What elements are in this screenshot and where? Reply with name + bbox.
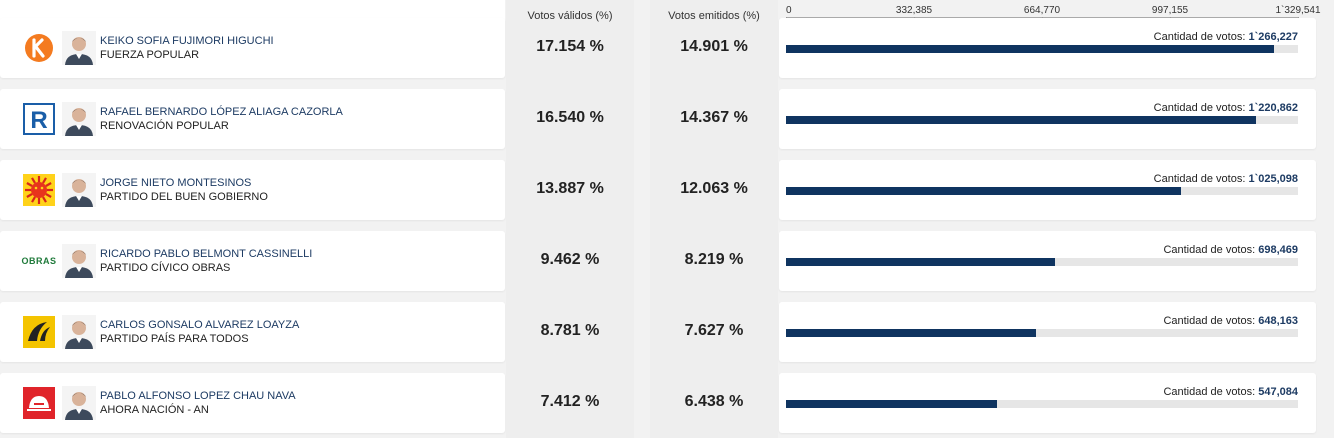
party-name: PARTIDO PAÍS PARA TODOS — [100, 333, 249, 345]
candidate-name: PABLO ALFONSO LOPEZ CHAU NAVA — [100, 390, 296, 402]
party-name: PARTIDO DEL BUEN GOBIERNO — [100, 191, 268, 203]
column-validos-bg — [506, 0, 634, 438]
votes-bar-track — [786, 116, 1298, 124]
candidate-name: CARLOS GONSALO ALVAREZ LOAYZA — [100, 319, 300, 331]
votos-emitidos-value: 14.901 % — [680, 38, 748, 55]
obras-logo-icon: OBRAS — [21, 256, 57, 266]
pais-para-todos-logo-icon — [22, 315, 56, 349]
votes-bar-fill — [786, 400, 997, 408]
votos-validos-value: 8.781 % — [540, 322, 600, 339]
candidate-row[interactable]: R RAFAEL BERNARDO LÓPEZ ALIAGA CAZORLA REN… — [0, 89, 1334, 149]
candidate-name: KEIKO SOFIA FUJIMORI HIGUCHI — [100, 35, 274, 47]
votos-validos-value: 7.412 % — [540, 393, 600, 410]
votos-emitidos-value: 6.438 % — [684, 393, 744, 410]
votos-emitidos-value: 7.627 % — [684, 322, 744, 339]
votes-number: 1`266,227 — [1248, 31, 1298, 43]
column-emitidos-bg — [650, 0, 778, 438]
votes-bar-fill — [786, 187, 1181, 195]
header-votos-validos: Votos válidos (%) — [527, 10, 613, 22]
votes-count: Cantidad de votos: 1`025,098 — [1154, 173, 1298, 185]
votes-count: Cantidad de votos: 547,084 — [1163, 386, 1298, 398]
candidate-row[interactable]: CARLOS GONSALO ALVAREZ LOAYZA PARTIDO PAÍ… — [0, 302, 1334, 362]
candidate-photo — [62, 31, 96, 65]
candidate-row[interactable]: PABLO ALFONSO LOPEZ CHAU NAVA AHORA NACIÓ… — [0, 373, 1334, 433]
votes-label: Cantidad de votos: — [1163, 315, 1256, 327]
votes-number: 1`025,098 — [1248, 173, 1298, 185]
candidate-row[interactable]: JORGE NIETO MONTESINOS PARTIDO DEL BUEN G… — [0, 160, 1334, 220]
candidate-name: RICARDO PABLO BELMONT CASSINELLI — [100, 248, 313, 260]
party-name: AHORA NACIÓN - AN — [100, 404, 209, 416]
renovacion-popular-logo-icon: R — [22, 102, 56, 136]
candidate-photo — [62, 386, 96, 420]
votos-emitidos-value: 8.219 % — [684, 251, 744, 268]
axis-tick-label: 997,155 — [1151, 5, 1189, 16]
fuerza-popular-logo-icon — [22, 31, 56, 65]
candidate-photo — [62, 173, 96, 207]
candidate-name: RAFAEL BERNARDO LÓPEZ ALIAGA CAZORLA — [100, 106, 343, 118]
buen-gobierno-sun-logo-icon — [22, 173, 56, 207]
votos-emitidos-value: 14.367 % — [680, 109, 748, 126]
votes-bar-track — [786, 187, 1298, 195]
votes-label: Cantidad de votos: — [1153, 102, 1246, 114]
votos-validos-value: 17.154 % — [536, 38, 604, 55]
votos-validos-value: 16.540 % — [536, 109, 604, 126]
votes-count: Cantidad de votos: 648,163 — [1163, 315, 1298, 327]
votes-count: Cantidad de votos: 698,469 — [1163, 244, 1298, 256]
votes-label: Cantidad de votos: — [1153, 173, 1246, 185]
votos-validos-value: 13.887 % — [536, 180, 604, 197]
candidate-name: JORGE NIETO MONTESINOS — [100, 177, 252, 189]
votes-number: 1`220,862 — [1248, 102, 1298, 114]
party-name: FUERZA POPULAR — [100, 49, 200, 61]
votes-bar-track — [786, 258, 1298, 266]
votos-emitidos-value: 12.063 % — [680, 180, 748, 197]
votes-label: Cantidad de votos: — [1153, 31, 1246, 43]
votes-bar-fill — [786, 329, 1036, 337]
votes-number: 698,469 — [1258, 244, 1298, 256]
axis-tick-label: 0 — [786, 5, 792, 16]
votes-bar-track — [786, 400, 1298, 408]
votes-bar-track — [786, 45, 1298, 53]
candidate-row[interactable]: KEIKO SOFIA FUJIMORI HIGUCHI FUERZA POPUL… — [0, 18, 1334, 78]
votos-validos-value: 9.462 % — [540, 251, 600, 268]
party-name: PARTIDO CÍVICO OBRAS — [100, 262, 231, 274]
candidate-photo — [62, 315, 96, 349]
votes-count: Cantidad de votos: 1`220,862 — [1154, 102, 1298, 114]
axis-tick-label: 332,385 — [895, 5, 933, 16]
axis-tick-label: 1`329,541 — [1275, 5, 1321, 16]
axis-tick-label: 664,770 — [1023, 5, 1061, 16]
candidate-row[interactable]: OBRAS RICARDO PABLO BELMONT CASSINELLI PAR… — [0, 231, 1334, 291]
party-name: RENOVACIÓN POPULAR — [100, 120, 229, 132]
votes-bar-track — [786, 329, 1298, 337]
votes-count: Cantidad de votos: 1`266,227 — [1154, 31, 1298, 43]
ahora-nacion-logo-icon — [22, 386, 56, 420]
votes-bar-fill — [786, 258, 1055, 266]
candidate-photo — [62, 102, 96, 136]
candidate-photo — [62, 244, 96, 278]
svg-text:R: R — [30, 107, 47, 134]
header-votos-emitidos: Votos emitidos (%) — [668, 10, 760, 22]
votes-bar-fill — [786, 45, 1274, 53]
votes-bar-fill — [786, 116, 1257, 124]
votes-label: Cantidad de votos: — [1163, 244, 1256, 256]
votes-label: Cantidad de votos: — [1163, 386, 1256, 398]
votes-number: 648,163 — [1258, 315, 1298, 327]
votes-number: 547,084 — [1258, 386, 1298, 398]
